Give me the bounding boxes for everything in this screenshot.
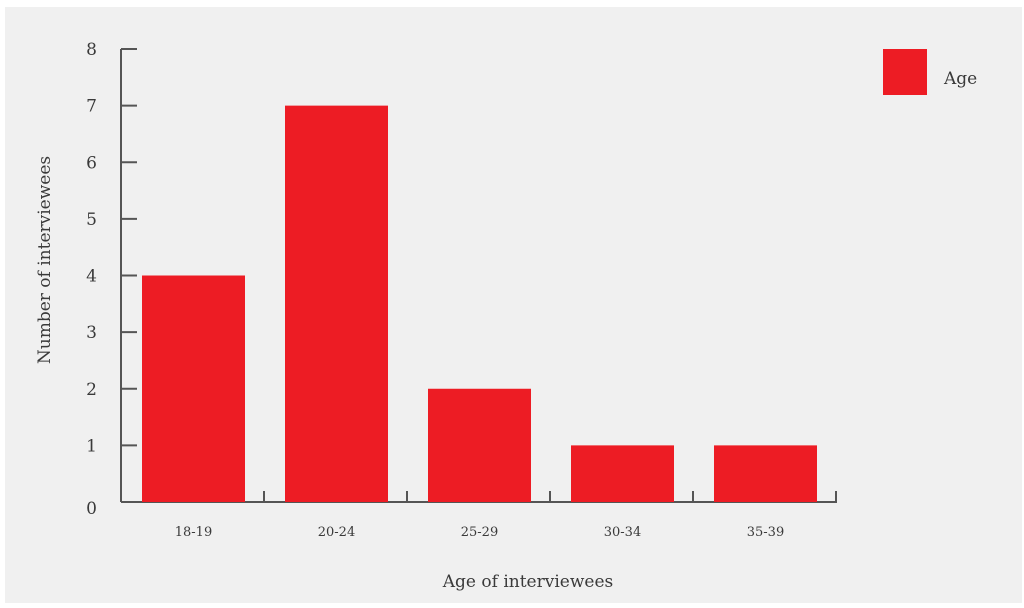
y-tick-label: 1 xyxy=(86,436,97,456)
bar-25-29 xyxy=(428,388,531,502)
y-tick-label: 8 xyxy=(86,40,97,60)
legend: Age xyxy=(883,49,977,95)
y-tick-label: 7 xyxy=(86,97,97,117)
x-tick-label: 18-19 xyxy=(175,525,212,540)
bar-20-24 xyxy=(285,105,388,502)
y-tick-label: 6 xyxy=(86,153,97,173)
bars xyxy=(142,105,817,502)
x-tick-label: 30-34 xyxy=(604,525,641,540)
y-tick-label: 5 xyxy=(86,210,97,230)
x-tick-label: 35-39 xyxy=(747,525,784,540)
bar-35-39 xyxy=(714,445,817,502)
y-tick-label: 4 xyxy=(86,267,97,287)
legend-swatch-age xyxy=(883,49,927,95)
x-tick-label: 25-29 xyxy=(461,525,498,540)
y-axis-title: Number of interviewees xyxy=(35,156,55,364)
bar-30-34 xyxy=(571,445,674,502)
y-axis: 0 1 2 3 4 5 6 7 8 xyxy=(86,40,137,519)
x-tick-label: 20-24 xyxy=(318,525,355,540)
y-tick-label: 2 xyxy=(86,380,97,400)
y-tick-label: 0 xyxy=(86,499,97,519)
bar-18-19 xyxy=(142,275,245,502)
y-tick-label: 3 xyxy=(86,323,97,343)
x-axis-title: Age of interviewees xyxy=(442,572,613,592)
legend-label-age: Age xyxy=(943,69,977,89)
